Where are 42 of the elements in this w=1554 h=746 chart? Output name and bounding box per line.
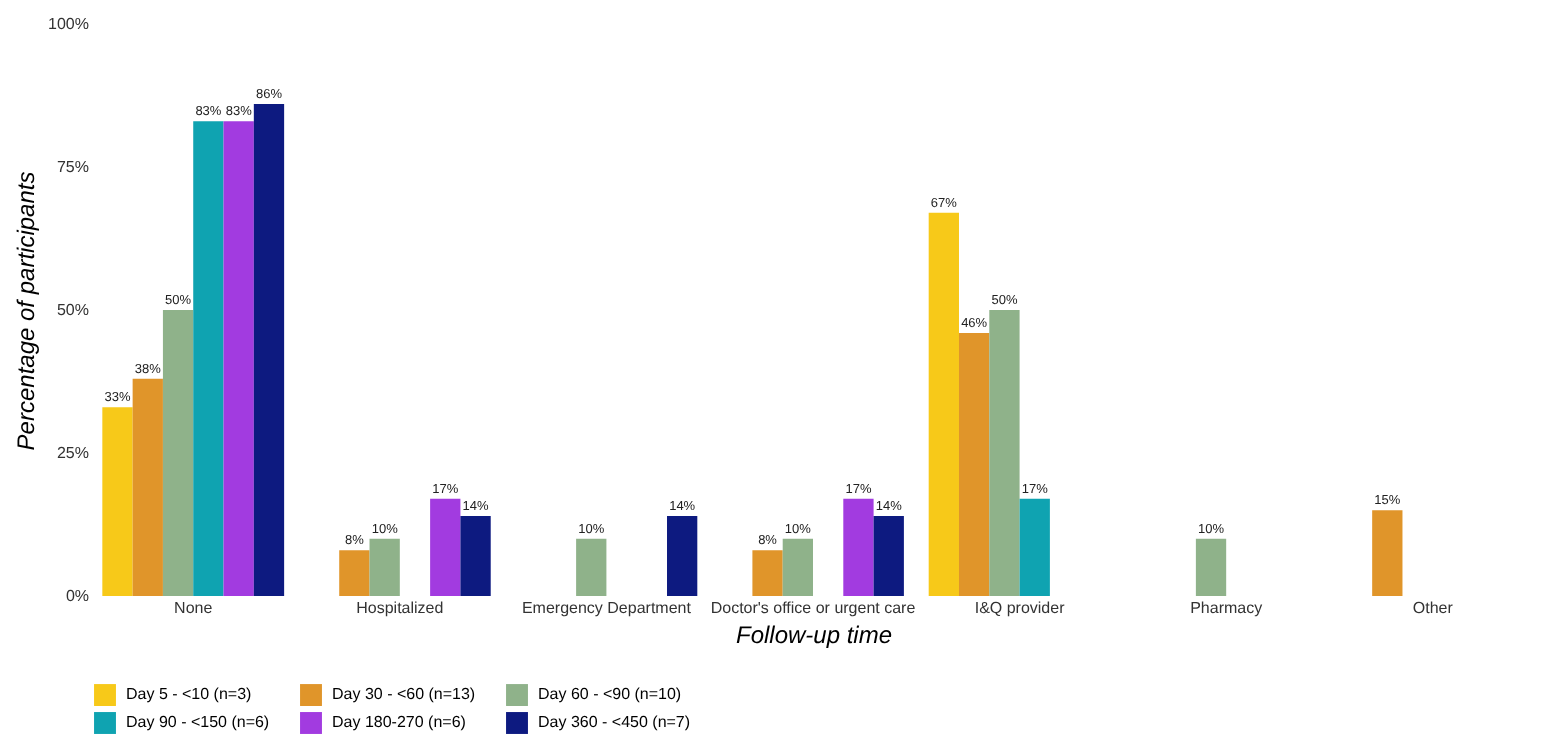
bar — [132, 378, 163, 596]
bar — [339, 550, 370, 596]
bar — [193, 121, 224, 596]
legend-label: Day 360 - <450 (n=7) — [538, 713, 691, 731]
bar — [958, 332, 990, 596]
y-tick-label: 0% — [65, 587, 89, 605]
x-tick-label: Pharmacy — [1190, 599, 1263, 617]
bar — [1195, 538, 1227, 596]
bar — [460, 515, 491, 596]
bar — [369, 538, 400, 596]
x-axis-title: Follow-up time — [735, 621, 893, 649]
bar — [1372, 510, 1403, 596]
legend-label: Day 90 - <150 (n=6) — [126, 713, 270, 731]
y-tick-label: 75% — [56, 158, 89, 176]
y-axis-title: Percentage of participants — [12, 171, 41, 451]
x-tick-label: None — [174, 599, 214, 617]
bar — [928, 212, 959, 596]
x-tick-label: Other — [1412, 599, 1454, 617]
legend-label: Day 5 - <10 (n=3) — [126, 685, 253, 704]
bar — [1019, 498, 1050, 596]
x-tick-label: I&Q provider — [974, 599, 1066, 617]
bar — [162, 310, 194, 596]
bar — [989, 310, 1020, 596]
bar — [843, 498, 874, 596]
x-tick-label: Emergency Department — [521, 599, 693, 617]
bar — [873, 515, 904, 596]
legend-label: Day 60 - <90 (n=10) — [538, 685, 682, 704]
legend-label: Day 180-270 (n=6) — [332, 713, 467, 731]
bar — [576, 538, 607, 596]
y-tick-label: 100% — [48, 15, 89, 33]
bar — [667, 515, 698, 596]
y-tick-label: 25% — [56, 444, 89, 462]
bar — [782, 538, 813, 596]
x-tick-label: Hospitalized — [356, 599, 444, 617]
bar — [253, 104, 285, 596]
y-tick-label: 50% — [56, 301, 89, 319]
bar — [223, 121, 254, 596]
bar — [102, 407, 133, 596]
bar — [430, 498, 461, 596]
bar — [752, 550, 783, 596]
legend-label: Day 30 - <60 (n=13) — [332, 685, 476, 704]
x-tick-label: Doctor's office or urgent care — [710, 599, 917, 617]
